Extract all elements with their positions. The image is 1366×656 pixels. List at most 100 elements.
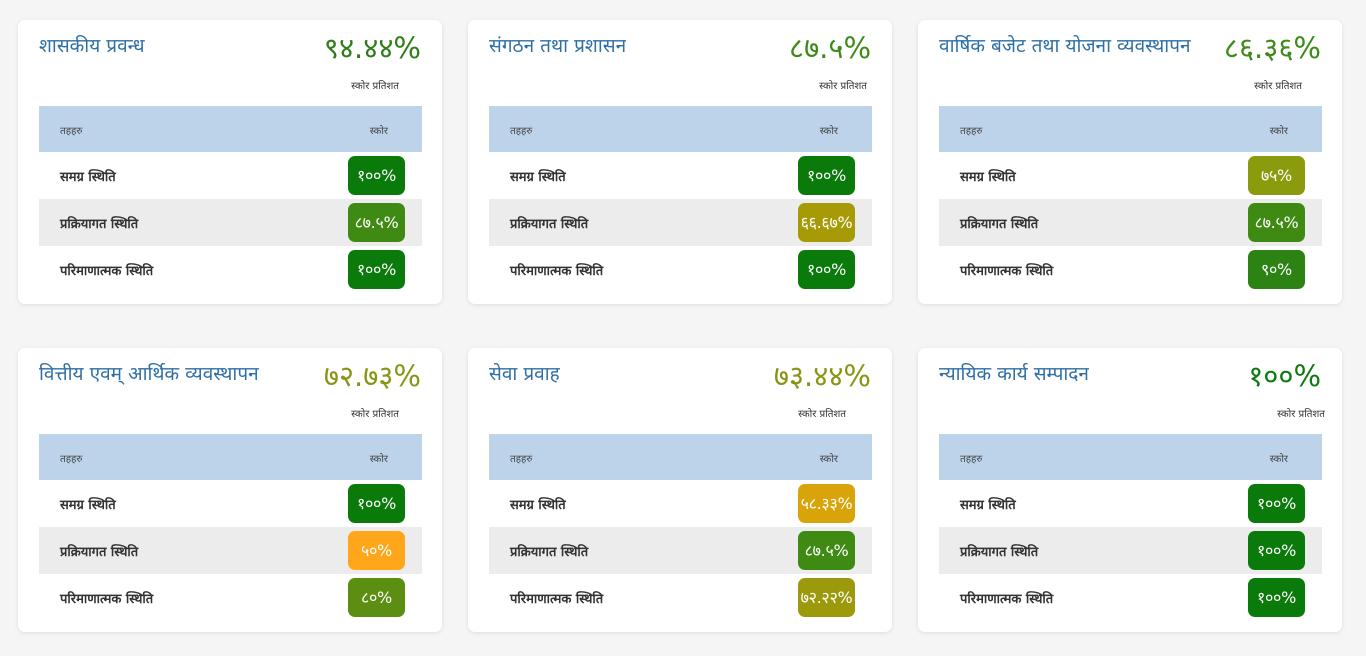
score-caption: स्कोर प्रतिशत — [1277, 409, 1325, 420]
row-label: परिमाणात्मक स्थिति — [60, 264, 154, 279]
row-label: परिमाणात्मक स्थिति — [510, 592, 604, 607]
row-label: समग्र स्थिति — [60, 498, 116, 513]
score-caption: स्कोर प्रतिशत — [819, 81, 867, 92]
score-badge: १००% — [1248, 578, 1305, 617]
column-header-levels: तहहरु — [510, 126, 533, 137]
card-score: १००% — [1248, 359, 1321, 393]
row-label: परिमाणात्मक स्थिति — [510, 264, 604, 279]
score-badge: ५०% — [348, 531, 405, 570]
card-title: वित्तीय एवम् आर्थिक व्यवस्थापन — [39, 363, 259, 385]
row-label: समग्र स्थिति — [960, 170, 1016, 185]
column-header-score: स्कोर — [819, 126, 838, 137]
table-header: तहहरु स्कोर — [489, 434, 872, 480]
table-row: प्रक्रियागत स्थिति ८७.५% — [39, 199, 422, 246]
table-row: परिमाणात्मक स्थिति १००% — [39, 246, 422, 293]
column-header-levels: तहहरु — [60, 126, 83, 137]
row-label: परिमाणात्मक स्थिति — [960, 264, 1054, 279]
row-label: प्रक्रियागत स्थिति — [960, 217, 1039, 232]
score-caption: स्कोर प्रतिशत — [798, 409, 846, 420]
card-title: सेवा प्रवाह — [489, 363, 560, 385]
table-row: परिमाणात्मक स्थिति १००% — [939, 574, 1322, 621]
score-badge: ७२.२२% — [798, 578, 855, 617]
row-label: समग्र स्थिति — [510, 170, 566, 185]
score-card: वार्षिक बजेट तथा योजना व्यवस्थापन ८६.३६% स… — [918, 20, 1342, 304]
table-row: प्रक्रियागत स्थिति १००% — [939, 527, 1322, 574]
card-score: ७३.४४% — [773, 359, 871, 393]
table-row: समग्र स्थिति ५८.३३% — [489, 480, 872, 527]
table-row: समग्र स्थिति १००% — [489, 152, 872, 199]
table-row: प्रक्रियागत स्थिति ६६.६७% — [489, 199, 872, 246]
card-title: शासकीय प्रवन्ध — [39, 35, 145, 57]
score-badge: १००% — [1248, 531, 1305, 570]
column-header-levels: तहहरु — [960, 126, 983, 137]
table-row: परिमाणात्मक स्थिति ८०% — [39, 574, 422, 621]
score-badge: ७५% — [1248, 156, 1305, 195]
score-badge: १००% — [798, 250, 855, 289]
score-table: तहहरु स्कोर समग्र स्थिति १००% प्रक्रियागत स्… — [39, 434, 422, 621]
score-card: शासकीय प्रवन्ध ९४.४४% स्कोर प्रतिशत तहहरु स्… — [18, 20, 442, 304]
table-row: परिमाणात्मक स्थिति ७२.२२% — [489, 574, 872, 621]
card-score: ८६.३६% — [1223, 31, 1321, 65]
score-badge: ६६.६७% — [798, 203, 855, 242]
score-badge: ८०% — [348, 578, 405, 617]
score-badge: ५८.३३% — [798, 484, 855, 523]
score-badge: १००% — [1248, 484, 1305, 523]
column-header-score: स्कोर — [1269, 126, 1288, 137]
table-header: तहहरु स्कोर — [489, 106, 872, 152]
table-row: समग्र स्थिति १००% — [39, 152, 422, 199]
table-row: प्रक्रियागत स्थिति ८७.५% — [939, 199, 1322, 246]
table-header: तहहरु स्कोर — [39, 434, 422, 480]
table-header: तहहरु स्कोर — [39, 106, 422, 152]
score-card: संगठन तथा प्रशासन ८७.५% स्कोर प्रतिशत तहहरु… — [468, 20, 892, 304]
row-label: समग्र स्थिति — [510, 498, 566, 513]
score-table: तहहरु स्कोर समग्र स्थिति ५८.३३% प्रक्रियागत … — [489, 434, 872, 621]
score-card: न्यायिक कार्य सम्पादन १००% स्कोर प्रतिशत तह… — [918, 348, 1342, 632]
column-header-score: स्कोर — [819, 454, 838, 465]
row-label: प्रक्रियागत स्थिति — [510, 217, 589, 232]
column-header-score: स्कोर — [1269, 454, 1288, 465]
table-row: प्रक्रियागत स्थिति ५०% — [39, 527, 422, 574]
card-title: वार्षिक बजेट तथा योजना व्यवस्थापन — [939, 35, 1191, 57]
score-caption: स्कोर प्रतिशत — [351, 409, 399, 420]
score-badge: १००% — [348, 156, 405, 195]
score-caption: स्कोर प्रतिशत — [351, 81, 399, 92]
row-label: परिमाणात्मक स्थिति — [960, 592, 1054, 607]
row-label: प्रक्रियागत स्थिति — [510, 545, 589, 560]
score-table: तहहरु स्कोर समग्र स्थिति १००% प्रक्रियागत स्… — [939, 434, 1322, 621]
table-row: परिमाणात्मक स्थिति १००% — [489, 246, 872, 293]
score-badge: ८७.५% — [798, 531, 855, 570]
score-badge: १००% — [798, 156, 855, 195]
score-badge: ९०% — [1248, 250, 1305, 289]
score-badge: १००% — [348, 484, 405, 523]
card-score: ९४.४४% — [323, 31, 421, 65]
score-table: तहहरु स्कोर समग्र स्थिति १००% प्रक्रियागत स्… — [39, 106, 422, 293]
score-badge: ८७.५% — [348, 203, 405, 242]
table-row: समग्र स्थिति १००% — [39, 480, 422, 527]
column-header-score: स्कोर — [369, 126, 388, 137]
table-row: प्रक्रियागत स्थिति ८७.५% — [489, 527, 872, 574]
table-header: तहहरु स्कोर — [939, 106, 1322, 152]
row-label: परिमाणात्मक स्थिति — [60, 592, 154, 607]
score-table: तहहरु स्कोर समग्र स्थिति ७५% प्रक्रियागत स्थ… — [939, 106, 1322, 293]
score-badge: १००% — [348, 250, 405, 289]
row-label: समग्र स्थिति — [960, 498, 1016, 513]
column-header-score: स्कोर — [369, 454, 388, 465]
row-label: प्रक्रियागत स्थिति — [60, 545, 139, 560]
card-title: न्यायिक कार्य सम्पादन — [939, 363, 1089, 385]
score-caption: स्कोर प्रतिशत — [1254, 81, 1302, 92]
card-score: ७२.७३% — [323, 359, 421, 393]
score-card: सेवा प्रवाह ७३.४४% स्कोर प्रतिशत तहहरु स्कोर… — [468, 348, 892, 632]
card-title: संगठन तथा प्रशासन — [489, 35, 627, 57]
table-row: समग्र स्थिति ७५% — [939, 152, 1322, 199]
column-header-levels: तहहरु — [960, 454, 983, 465]
score-card: वित्तीय एवम् आर्थिक व्यवस्थापन ७२.७३% स्को… — [18, 348, 442, 632]
table-header: तहहरु स्कोर — [939, 434, 1322, 480]
card-score: ८७.५% — [788, 31, 871, 65]
row-label: समग्र स्थिति — [60, 170, 116, 185]
row-label: प्रक्रियागत स्थिति — [960, 545, 1039, 560]
column-header-levels: तहहरु — [510, 454, 533, 465]
score-badge: ८७.५% — [1248, 203, 1305, 242]
score-table: तहहरु स्कोर समग्र स्थिति १००% प्रक्रियागत स्… — [489, 106, 872, 293]
table-row: परिमाणात्मक स्थिति ९०% — [939, 246, 1322, 293]
